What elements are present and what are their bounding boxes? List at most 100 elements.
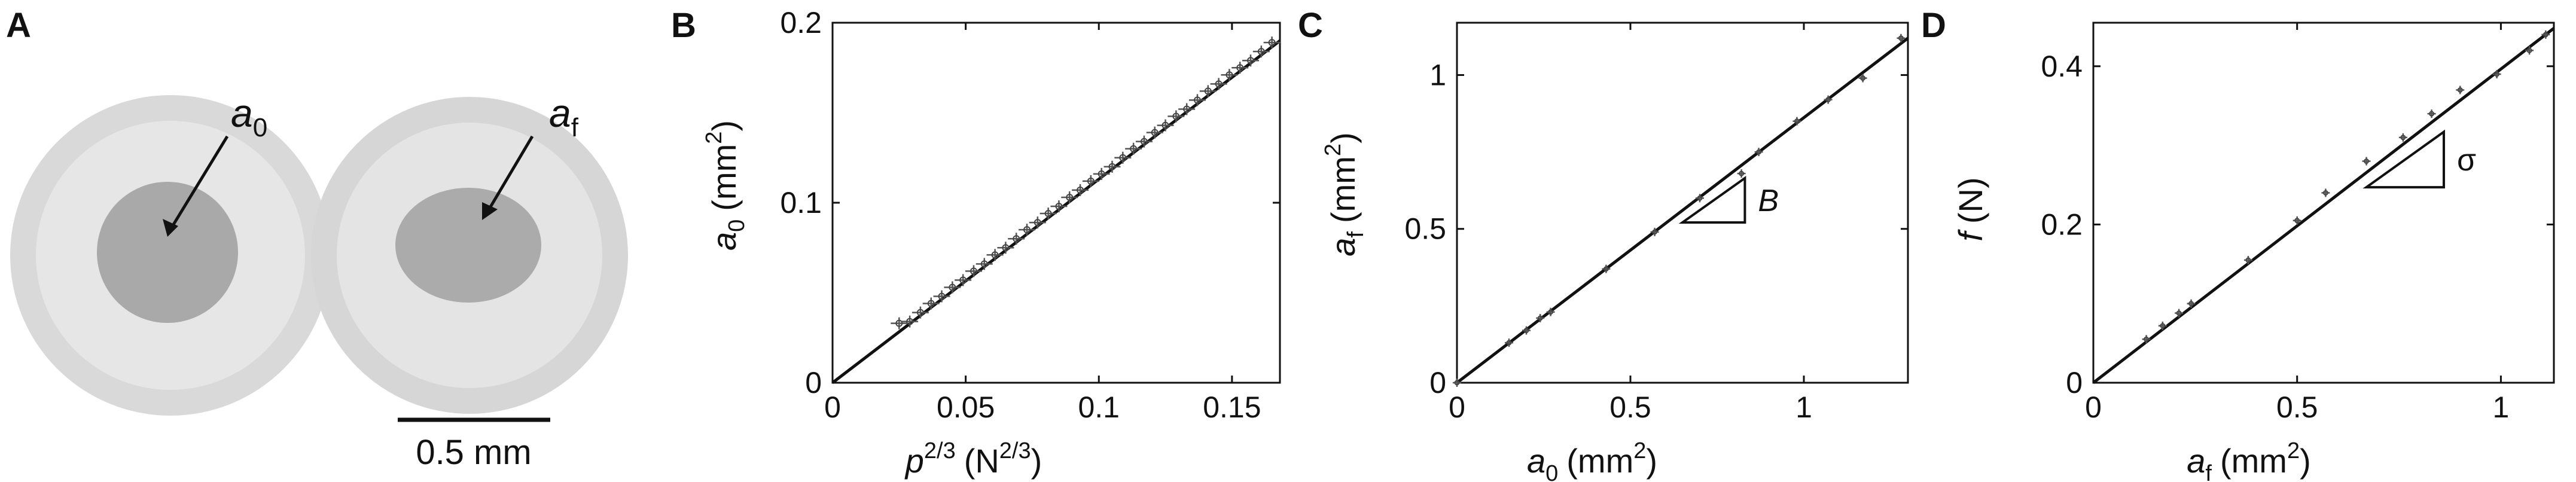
slope-triangle — [2362, 129, 2446, 189]
data-point — [1522, 326, 1531, 335]
data-point — [986, 249, 1004, 261]
marker — [949, 283, 956, 291]
data-point — [1029, 216, 1046, 229]
data-point — [1125, 142, 1142, 155]
marker — [2400, 135, 2406, 141]
y-tick-label: 0 — [1429, 366, 1446, 399]
data-point — [1650, 227, 1659, 236]
y-tick-label: 1 — [1429, 58, 1446, 91]
label-a0: a0 — [231, 91, 267, 142]
data-point — [2175, 309, 2184, 318]
x-tick-label: 0.1 — [1078, 391, 1120, 424]
data-point — [1061, 191, 1078, 203]
data-point — [1242, 54, 1260, 67]
marker — [1697, 195, 1703, 201]
contact-area-final — [395, 188, 541, 303]
x-tick-label: 0.5 — [1609, 391, 1651, 424]
marker — [1002, 244, 1010, 252]
data-point — [1453, 379, 1461, 387]
data-point — [1221, 69, 1238, 81]
y-tick-label: 0.4 — [2041, 50, 2083, 83]
data-point — [1792, 117, 1801, 126]
marker — [1825, 97, 1831, 103]
data-point — [1135, 135, 1153, 148]
marker — [1215, 80, 1223, 88]
marker — [938, 292, 946, 300]
data-point — [1039, 208, 1057, 220]
plot-frame — [2092, 22, 2555, 384]
data-point — [1072, 184, 1089, 196]
slope-label: B — [1758, 184, 1779, 218]
data-point — [2456, 86, 2465, 94]
data-point — [1536, 313, 1545, 322]
data-point — [1167, 110, 1185, 123]
marker — [1603, 266, 1609, 272]
data-point — [2362, 157, 2371, 166]
data-point — [1114, 151, 1132, 164]
panel-letter-b: B — [671, 6, 696, 45]
data-point — [911, 306, 929, 319]
marker — [927, 300, 935, 307]
data-point — [1252, 45, 1270, 58]
marker — [1247, 57, 1255, 65]
data-point — [1188, 94, 1206, 106]
marker — [2457, 87, 2463, 93]
x-axis-label-c: a0 (mm2) — [1527, 438, 1657, 482]
data-point — [997, 242, 1014, 254]
marker — [959, 276, 967, 284]
data-point — [2525, 46, 2534, 55]
data-point — [1103, 160, 1121, 173]
y-tick-label: 0.2 — [2041, 208, 2083, 241]
data-point — [1754, 148, 1763, 157]
data-point — [944, 281, 961, 294]
data-point — [2398, 133, 2407, 142]
marker — [2294, 218, 2300, 224]
marker — [1523, 328, 1529, 334]
marker — [916, 309, 924, 316]
plot-area-b: 0 0.05 0.1 0.15 0 0.1 0.2 — [780, 6, 1281, 424]
marker — [1087, 177, 1095, 185]
data-point — [975, 258, 993, 270]
marker — [895, 319, 903, 327]
data-point — [2492, 70, 2501, 78]
data-point — [1602, 264, 1611, 273]
x-tick-label: 0 — [1449, 391, 1465, 424]
marker — [1860, 75, 1866, 81]
scale-bar-label: 0.5 mm — [416, 433, 531, 472]
x-tick-label: 0.05 — [937, 391, 995, 424]
y-tick-label: 0 — [2066, 366, 2083, 399]
marker — [2494, 71, 2500, 77]
y-tick-label: 0.5 — [1404, 212, 1446, 246]
y-tick-label: 0.2 — [780, 6, 822, 39]
data-point — [1897, 33, 1906, 42]
marker — [1548, 309, 1554, 315]
x-tick-label: 1 — [2493, 391, 2510, 424]
slope-triangle — [1678, 175, 1746, 224]
marker — [1055, 203, 1063, 211]
slope-label: σ — [2457, 143, 2476, 178]
data-point — [1858, 74, 1867, 83]
marker — [1454, 380, 1460, 386]
marker — [1066, 193, 1074, 201]
data-point — [1737, 169, 1746, 178]
data-point — [1178, 103, 1196, 115]
marker — [1119, 154, 1127, 161]
marker — [1739, 170, 1745, 176]
data-point — [922, 297, 940, 310]
data-point — [2541, 30, 2550, 39]
droplet-final — [311, 97, 628, 414]
data-point — [1146, 126, 1163, 139]
data-point — [1093, 167, 1110, 180]
marker — [1898, 35, 1904, 41]
marker — [1236, 64, 1244, 72]
marker — [1044, 210, 1052, 218]
x-tick-label: 0.15 — [1203, 391, 1261, 424]
marker — [2144, 336, 2150, 342]
marker — [991, 251, 999, 259]
panel-b: B 0 0.05 0.1 0.15 0 0.1 0.2 p2/3 (N2/3) a0(mm2) — [671, 6, 1281, 480]
data-point — [1824, 95, 1833, 104]
droplet-initial — [10, 95, 331, 416]
marker — [1130, 145, 1138, 152]
marker — [1098, 170, 1105, 178]
marker — [1162, 121, 1169, 129]
